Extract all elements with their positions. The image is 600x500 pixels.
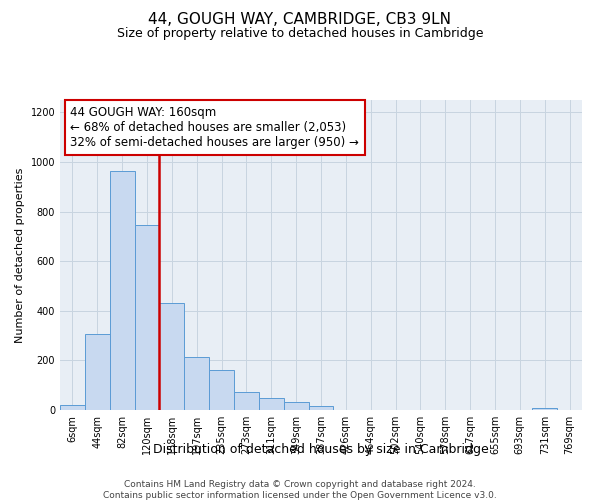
Bar: [259, 398, 284, 410]
Text: 44, GOUGH WAY, CAMBRIDGE, CB3 9LN: 44, GOUGH WAY, CAMBRIDGE, CB3 9LN: [149, 12, 452, 28]
Bar: [184, 358, 209, 410]
Bar: [234, 392, 259, 410]
Bar: [160, 303, 184, 410]
Text: Contains public sector information licensed under the Open Government Licence v3: Contains public sector information licen…: [103, 491, 497, 500]
Bar: [85, 334, 110, 410]
Text: Contains HM Land Registry data © Crown copyright and database right 2024.: Contains HM Land Registry data © Crown c…: [124, 480, 476, 489]
Bar: [60, 405, 85, 410]
Bar: [110, 172, 134, 410]
Bar: [134, 226, 160, 410]
Text: Distribution of detached houses by size in Cambridge: Distribution of detached houses by size …: [153, 442, 489, 456]
Text: Size of property relative to detached houses in Cambridge: Size of property relative to detached ho…: [117, 28, 483, 40]
Text: 44 GOUGH WAY: 160sqm
← 68% of detached houses are smaller (2,053)
32% of semi-de: 44 GOUGH WAY: 160sqm ← 68% of detached h…: [70, 106, 359, 149]
Y-axis label: Number of detached properties: Number of detached properties: [15, 168, 25, 342]
Bar: [308, 406, 334, 410]
Bar: [209, 370, 234, 410]
Bar: [532, 408, 557, 410]
Bar: [284, 402, 308, 410]
